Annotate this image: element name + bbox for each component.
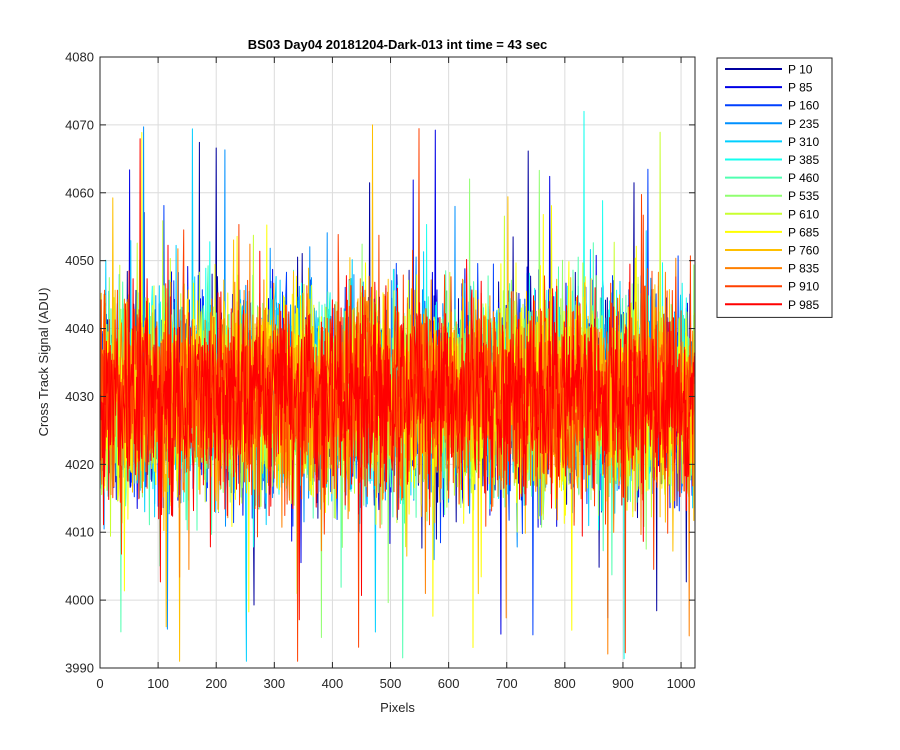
legend-label: P 235 bbox=[788, 117, 819, 131]
x-tick-label: 700 bbox=[496, 676, 518, 691]
legend-label: P 685 bbox=[788, 225, 819, 239]
x-tick-label: 900 bbox=[612, 676, 634, 691]
y-tick-label: 4050 bbox=[65, 253, 94, 268]
y-tick-label: 4040 bbox=[65, 321, 94, 336]
legend-label: P 535 bbox=[788, 189, 819, 203]
x-tick-label: 100 bbox=[147, 676, 169, 691]
y-tick-label: 4080 bbox=[65, 50, 94, 65]
ticks: 0 100 200 300 400 500 600 700 800 900 1000 3990 4000… bbox=[65, 50, 695, 692]
y-tick-label: 4070 bbox=[65, 117, 94, 132]
y-axis-label: Cross Track Signal (ADU) bbox=[36, 288, 51, 437]
legend-label: P 85 bbox=[788, 81, 813, 95]
y-tick-label: 4000 bbox=[65, 593, 94, 608]
plot-frame bbox=[99, 56, 696, 669]
legend-label: P 985 bbox=[788, 298, 819, 312]
legend-label: P 310 bbox=[788, 135, 819, 149]
x-tick-label: 500 bbox=[380, 676, 402, 691]
x-tick-label: 200 bbox=[205, 676, 227, 691]
y-tick-label: 4010 bbox=[65, 525, 94, 540]
legend-label: P 610 bbox=[788, 207, 819, 221]
legend-label: P 10 bbox=[788, 63, 813, 77]
x-tick-label: 1000 bbox=[667, 676, 696, 691]
x-tick-label: 600 bbox=[438, 676, 460, 691]
legend-label: P 160 bbox=[788, 99, 819, 113]
x-tick-label: 0 bbox=[96, 676, 103, 691]
y-tick-label: 4060 bbox=[65, 185, 94, 200]
legend-box bbox=[716, 57, 833, 318]
legend-label: P 760 bbox=[788, 244, 819, 258]
series-line-p985 bbox=[100, 138, 696, 621]
legend-label: P 460 bbox=[788, 171, 819, 185]
y-tick-label: 3990 bbox=[65, 661, 94, 676]
x-tick-label: 400 bbox=[322, 676, 344, 691]
y-tick-label: 4020 bbox=[65, 457, 94, 472]
x-tick-label: 300 bbox=[263, 676, 285, 691]
y-tick-label: 4030 bbox=[65, 389, 94, 404]
x-tick-label: 800 bbox=[554, 676, 576, 691]
legend: P 10 P 85 P 160 P 235 P 310 P 385 P 460 P 535 P … bbox=[716, 57, 833, 318]
chart-title: BS03 Day04 20181204-Dark-013 int time = … bbox=[248, 37, 548, 52]
legend-label: P 835 bbox=[788, 262, 819, 276]
x-axis-label: Pixels bbox=[380, 700, 415, 715]
legend-label: P 910 bbox=[788, 280, 819, 294]
legend-label: P 385 bbox=[788, 153, 819, 167]
series-layer bbox=[100, 110, 696, 662]
